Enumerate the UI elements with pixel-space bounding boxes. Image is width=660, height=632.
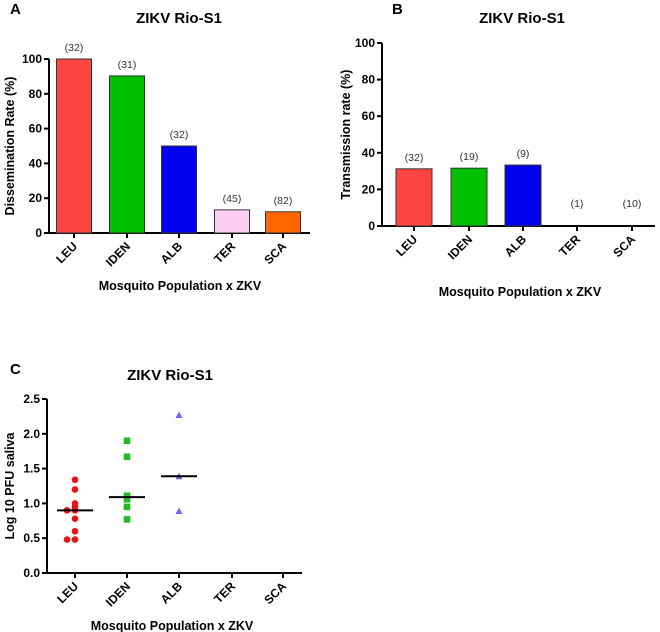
data-point-leu (71, 515, 79, 523)
data-point-alb (175, 411, 183, 419)
bar-alb (504, 164, 542, 227)
sample-size-label: (31) (118, 59, 137, 71)
data-point-leu (71, 527, 79, 535)
x-tick-label: IDEN (103, 239, 133, 269)
x-tick-label: SCA (261, 239, 289, 267)
y-axis-label: Dissemination Rate (%) (3, 77, 17, 216)
sample-size-label: (9) (517, 148, 530, 160)
y-tick-label: 0 (35, 226, 42, 240)
y-tick-label: 100 (355, 36, 375, 50)
panel-letter: A (10, 1, 21, 18)
x-tick-label: LEU (54, 579, 81, 606)
y-tick-label: 2.5 (23, 392, 40, 406)
chart-title: ZIKV Rio-S1 (479, 10, 565, 27)
y-tick-label: 20 (362, 182, 376, 196)
y-axis-label: Transmission rate (%) (339, 70, 353, 200)
data-point-iden (123, 495, 131, 503)
data-point-iden (123, 516, 131, 523)
sample-size-label: (45) (223, 193, 242, 205)
sample-size-label: (82) (274, 195, 293, 207)
y-axis-label: Log 10 PFU saliva (3, 431, 17, 539)
chart-title: ZIKV Rio-S1 (127, 367, 213, 384)
chart-title: ZIKV Rio-S1 (136, 10, 222, 27)
y-tick-label: 40 (29, 156, 43, 170)
bar-iden (450, 167, 488, 227)
sample-size-label: (32) (170, 129, 189, 141)
data-point-iden (123, 492, 131, 500)
data-point-iden (123, 453, 131, 461)
x-tick-label: LEU (393, 232, 420, 259)
x-tick-label: IDEN (445, 232, 475, 262)
data-point-leu (71, 486, 79, 493)
x-tick-label: IDEN (103, 579, 133, 609)
y-tick-label: 100 (22, 52, 42, 66)
bar-sca (265, 211, 301, 234)
y-tick-label: 1.5 (23, 462, 40, 476)
bar-alb (161, 145, 197, 234)
y-tick-label: 40 (362, 146, 376, 160)
x-axis-label: Mosquito Population x ZKV (439, 285, 602, 299)
sample-size-label: (32) (405, 152, 424, 164)
y-tick-label: 1.0 (23, 496, 40, 510)
sample-size-label: (19) (460, 151, 479, 163)
panel-c: C ZIKV Rio-S1 0.0 0.5 1.0 1.5 2.0 2.5 LEU IDEN ALB… (3, 361, 302, 632)
panel-letter: C (10, 361, 21, 378)
data-point-alb (175, 507, 183, 515)
x-tick-label: TER (556, 232, 583, 259)
y-tick-label: 0.0 (23, 566, 40, 580)
x-axis-label: Mosquito Population x ZKV (99, 279, 262, 293)
data-point-leu (71, 476, 79, 484)
sample-size-label: (32) (65, 42, 84, 54)
y-tick-label: 80 (29, 87, 43, 101)
panel-a: A ZIKV Rio-S1 0 20 40 60 80 100 LEU IDEN ALB TER SCA… (3, 1, 310, 293)
data-point-iden (123, 437, 131, 445)
bar-leu (56, 58, 92, 234)
y-tick-label: 60 (29, 122, 43, 136)
y-tick-label: 80 (362, 73, 376, 87)
bar-leu (395, 168, 433, 227)
x-tick-label: ALB (158, 579, 186, 607)
x-tick-label: SCA (610, 232, 638, 260)
panel-b: B ZIKV Rio-S1 0 20 40 60 80 100 LEU IDEN ALB TER SCA… (339, 1, 655, 299)
x-tick-label: ALB (502, 232, 530, 260)
x-tick-label: TER (211, 579, 238, 606)
sample-size-label: (10) (623, 198, 642, 210)
y-tick-label: 60 (362, 109, 376, 123)
data-point-leu (71, 536, 79, 543)
bar-ter (214, 209, 250, 234)
x-tick-label: ALB (158, 239, 186, 267)
x-tick-label: TER (211, 239, 238, 266)
sample-size-label: (1) (571, 198, 584, 210)
x-tick-label: LEU (53, 239, 80, 266)
y-tick-label: 0.5 (23, 531, 40, 545)
y-tick-label: 20 (29, 191, 43, 205)
bar-iden (109, 75, 145, 234)
data-point-leu (63, 536, 71, 543)
y-tick-label: 0 (368, 219, 375, 233)
x-axis-label: Mosquito Population x ZKV (91, 619, 254, 632)
y-tick-label: 2.0 (23, 427, 40, 441)
data-point-iden (123, 503, 131, 511)
panel-letter: B (392, 1, 403, 18)
x-tick-label: SCA (261, 579, 289, 607)
